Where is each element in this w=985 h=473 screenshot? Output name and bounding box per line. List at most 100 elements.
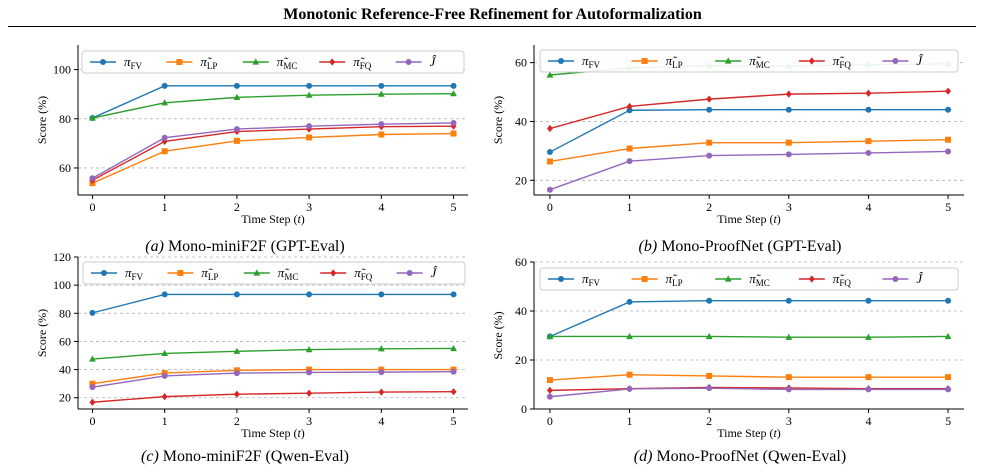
data-point-lp-t0 [89,380,96,387]
data-point-mc-t1 [161,349,169,357]
legend-marker-fq [329,58,336,66]
x-tick-label-0: 0 [89,414,95,428]
series-line-fv [549,109,949,153]
series-line-j [92,371,454,388]
legend: πFV π̃LP π̃MC π̃FQ Ĵ [81,50,465,74]
data-point-fq-t1 [161,393,168,401]
caption-d: (d) Mono-ProofNet (Qwen-Eval) [560,448,920,466]
legend-marker-j [892,58,899,64]
data-point-mc-t5 [944,332,952,340]
x-tick-label-4: 4 [865,200,871,214]
y-axis-label: Score (%) [491,311,505,359]
data-point-mc-t0 [89,355,96,362]
series-fv [89,82,457,122]
legend-marker-j [406,270,413,276]
legend-marker-lp [641,276,648,282]
data-point-fv-t0 [546,149,553,156]
legend-label-j: Ĵ [916,271,923,286]
y-axis-label: Score (%) [35,309,49,357]
y-axis-label: Score (%) [491,96,505,144]
legend-label-j: Ĵ [431,265,438,280]
data-point-fv-t1 [626,107,633,114]
x-tick-label-3: 3 [786,200,792,214]
data-point-j-t4 [378,369,385,376]
series-j [546,385,952,400]
data-point-fv-t4 [865,297,872,304]
data-point-mc-t5 [450,344,457,352]
y-tick-label-80: 80 [59,112,71,126]
data-point-j-t4 [865,386,872,393]
x-tick-label-1: 1 [627,200,633,214]
caption-c-tag: (c) [141,448,159,465]
title-rule [8,26,976,27]
y-axis-label: Score (%) [35,96,49,144]
data-point-mc-t0 [546,71,554,78]
data-point-lp-t4 [865,138,872,145]
data-point-fv-t5 [945,106,952,113]
data-point-mc-t3 [305,346,313,353]
data-point-fv-t5 [450,291,457,298]
gridlines [534,62,964,181]
legend-box [539,267,959,291]
series-line-lp [92,132,454,184]
caption-a: (a) Mono-miniF2F (GPT-Eval) [80,238,410,256]
data-point-mc-t0 [89,114,96,121]
data-point-j-t0 [546,393,553,400]
series-mc [89,344,457,362]
data-point-mc-t4 [377,90,385,97]
series-line-j [549,150,949,191]
legend-marker-fq [808,57,815,65]
data-point-mc-t1 [161,99,169,106]
series-lp [89,130,457,187]
data-point-fq-t0 [89,398,96,406]
legend: πFV π̃LP π̃MC π̃FQ Ĵ [82,261,466,285]
series-line-fq [549,386,949,392]
data-point-j-t5 [450,119,457,126]
x-tick-label-5: 5 [945,414,951,428]
data-point-fv-t3 [306,291,313,298]
data-point-fv-t0 [89,309,96,316]
legend: πFV π̃LP π̃MC π̃FQ Ĵ [539,267,959,291]
legend-marker-mc [253,269,261,276]
y-tick-label-40: 40 [515,304,527,318]
x-tick-label-1: 1 [162,414,168,428]
series-line-fv [92,293,454,314]
data-point-fv-t3 [785,297,792,304]
data-point-lp-t3 [785,374,792,381]
legend-marker-lp [177,270,184,276]
data-point-lp-t5 [945,374,952,381]
data-point-j-t3 [306,369,313,376]
data-point-j-t1 [161,372,168,379]
x-tick-label-2: 2 [234,200,240,214]
page-title: Monotonic Reference-Free Refinement for … [283,6,702,23]
data-point-fq-t5 [450,388,457,396]
data-point-j-t3 [306,123,313,130]
y-tick-label-120: 120 [53,250,71,264]
data-point-lp-t3 [785,139,792,146]
series-line-lp [549,139,949,163]
y-tick-label-60: 60 [515,56,527,70]
x-tick-label-3: 3 [786,414,792,428]
x-tick-label-3: 3 [306,414,312,428]
data-point-j-t2 [233,126,240,133]
data-point-lp-t2 [706,372,713,379]
y-tick-label-20: 20 [515,173,527,187]
series-line-fv [92,85,454,119]
series-fq [546,87,952,133]
legend: πFV π̃LP π̃MC π̃FQ Ĵ [539,49,959,73]
caption-c-text: Mono-miniF2F (Qwen-Eval) [162,448,349,465]
data-point-fv-t4 [865,106,872,113]
y-tick-label-100: 100 [53,278,71,292]
y-tick-label-40: 40 [515,114,527,128]
series-line-lp [549,373,949,381]
y-tick-label-100: 100 [53,63,71,77]
legend-box [539,49,959,73]
data-point-j-t4 [378,121,385,128]
y-tick-label-60: 60 [515,255,527,269]
data-point-lp-t5 [945,136,952,143]
series-mc [89,90,457,121]
data-point-j-t1 [161,134,168,141]
series-line-j [92,122,454,179]
data-point-j-t4 [865,149,872,156]
data-point-fq-t2 [233,390,240,398]
